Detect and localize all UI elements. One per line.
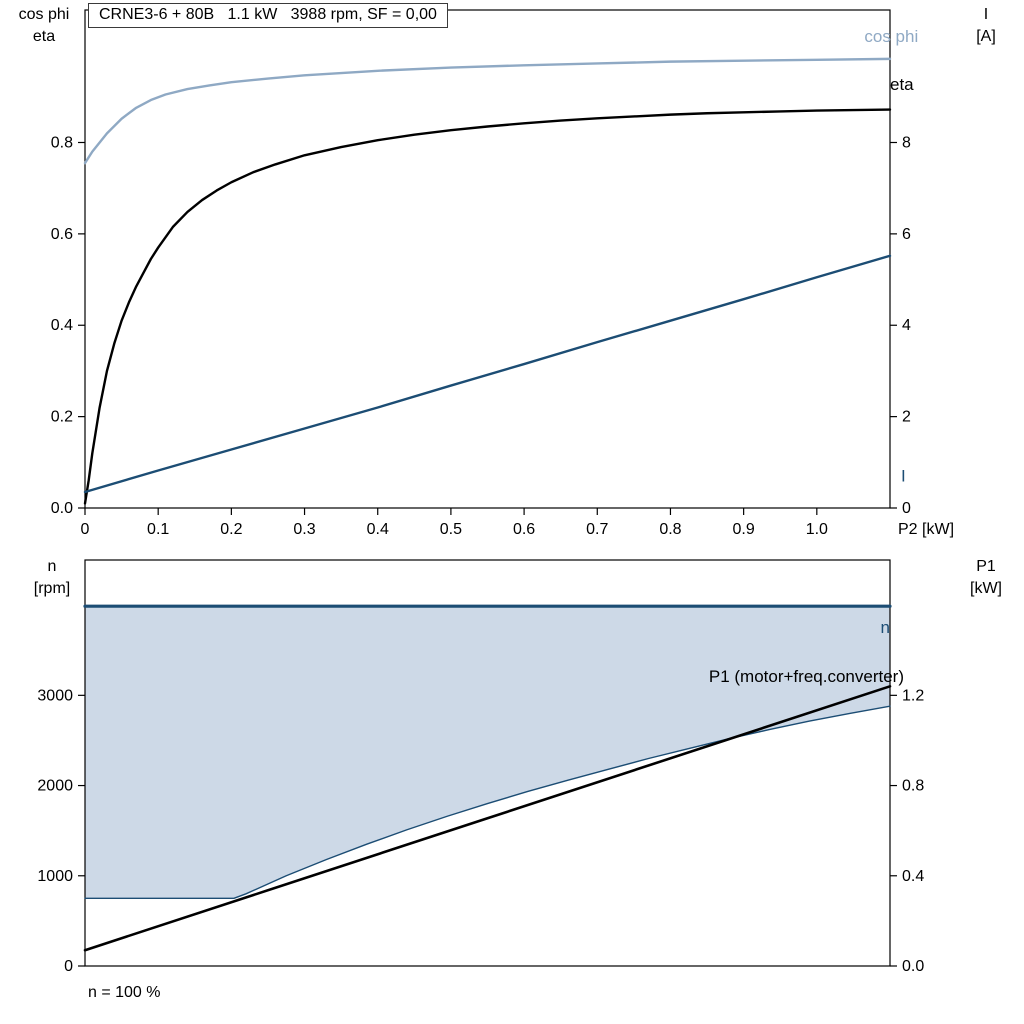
left-tick-label: 0 xyxy=(64,958,73,975)
axis-label-p1: P1 xyxy=(976,558,996,575)
series-label-p1: P1 (motor+freq.converter) xyxy=(709,667,904,686)
right-tick-label: 1.2 xyxy=(902,687,924,704)
x-tick-label: 0 xyxy=(81,521,90,538)
right-tick-label: 0.0 xyxy=(902,958,924,975)
right-tick-label: 4 xyxy=(902,317,911,334)
x-tick-label: 0.6 xyxy=(513,521,535,538)
top-left-axis-header: cos phi eta xyxy=(8,4,80,48)
right-tick-label: 0.4 xyxy=(902,868,924,885)
axis-label-cos-phi: cos phi xyxy=(18,6,70,23)
x-tick-label: 0.7 xyxy=(586,521,608,538)
speed-percentage-footnote: n = 100 % xyxy=(88,984,161,1001)
left-tick-label: 2000 xyxy=(37,778,73,795)
left-tick-label: 3000 xyxy=(37,687,73,704)
series-line-i xyxy=(83,254,892,494)
top-right-axis-header: I [A] xyxy=(956,4,1016,48)
x-tick-label: 0.8 xyxy=(659,521,681,538)
left-tick-label: 0.6 xyxy=(51,226,73,243)
right-tick-label: 6 xyxy=(902,226,911,243)
series-line-cos-phi xyxy=(83,57,892,165)
right-tick-label: 0 xyxy=(902,500,911,517)
axis-label-p1-unit: [kW] xyxy=(970,580,1002,597)
series-line-eta xyxy=(83,108,892,505)
series-label-i: I xyxy=(901,467,906,486)
left-tick-label: 0.8 xyxy=(51,134,73,151)
axis-label-current-unit: [A] xyxy=(976,28,996,45)
axis-label-speed-unit: [rpm] xyxy=(33,580,71,597)
right-tick-label: 8 xyxy=(902,134,911,151)
x-tick-label: 0.1 xyxy=(147,521,169,538)
left-tick-label: 0.0 xyxy=(51,500,73,517)
x-tick-label: 0.4 xyxy=(367,521,389,538)
series-line-n-min xyxy=(84,705,891,900)
x-tick-label: 0.3 xyxy=(293,521,315,538)
x-tick-label: 0.5 xyxy=(440,521,462,538)
left-tick-label: 0.2 xyxy=(51,409,73,426)
right-tick-label: 0.8 xyxy=(902,778,924,795)
speed-range-fill-region xyxy=(85,606,890,899)
right-tick-label: 2 xyxy=(902,409,911,426)
plot-frame xyxy=(84,9,891,509)
x-tick-label: 0.9 xyxy=(733,521,755,538)
series-line-p1 xyxy=(83,685,892,952)
series-label-n: n xyxy=(881,618,890,637)
axis-label-eta: eta xyxy=(32,28,56,45)
x-tick-label: 0.2 xyxy=(220,521,242,538)
series-label-eta: eta xyxy=(890,75,914,94)
bottom-left-axis-header: n [rpm] xyxy=(20,556,84,600)
series-label-cos-phi: cos phi xyxy=(864,27,918,46)
left-tick-label: 0.4 xyxy=(51,317,73,334)
left-tick-label: 1000 xyxy=(37,868,73,885)
x-tick-label: 1.0 xyxy=(806,521,828,538)
plot-frame xyxy=(84,559,891,967)
chart-title-box: CRNE3-6 + 80B 1.1 kW 3988 rpm, SF = 0,00 xyxy=(88,3,448,28)
bottom-right-axis-header: P1 [kW] xyxy=(956,556,1016,600)
x-axis-end-label: P2 [kW] xyxy=(898,521,954,538)
axis-label-current: I xyxy=(983,6,989,23)
axis-label-speed: n xyxy=(47,558,57,575)
